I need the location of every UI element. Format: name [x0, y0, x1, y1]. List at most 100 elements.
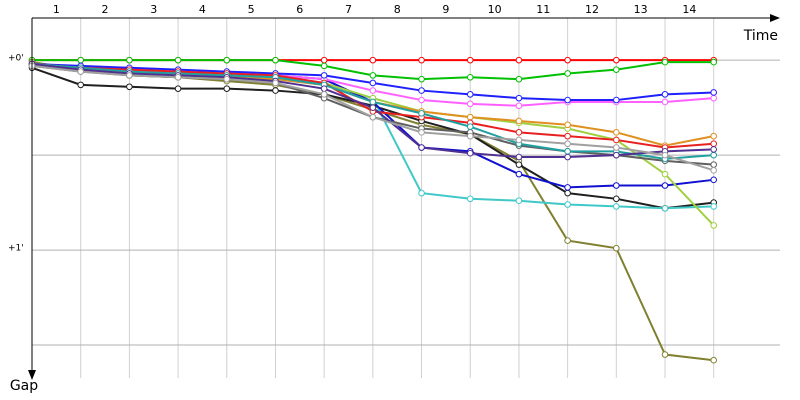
data-point [369, 87, 377, 94]
x-tick-label: 12 [585, 3, 599, 16]
x-tick-label: 3 [150, 3, 157, 16]
data-point [418, 144, 425, 151]
x-tick-label: 14 [682, 3, 696, 16]
data-point [710, 140, 717, 148]
data-point [369, 104, 377, 111]
data-point [466, 91, 474, 98]
data-point [613, 66, 620, 73]
data-point [369, 79, 377, 87]
data-point [613, 244, 620, 252]
data-point [369, 113, 377, 121]
data-point [564, 96, 571, 104]
data-point [369, 98, 377, 106]
data-point [126, 56, 133, 64]
y-axis-title: Gap [10, 378, 38, 394]
data-point [710, 94, 717, 102]
data-point [320, 56, 328, 64]
y-axis-arrow [28, 370, 36, 380]
data-point [661, 170, 669, 178]
data-point [661, 98, 669, 106]
data-point [564, 237, 571, 244]
data-point [564, 140, 571, 148]
data-point [710, 151, 717, 159]
data-point [710, 161, 717, 168]
data-point [223, 56, 231, 64]
data-point [369, 56, 377, 64]
data-point [710, 356, 717, 364]
data-point [710, 58, 717, 66]
data-point [661, 151, 669, 159]
data-point [320, 85, 328, 92]
data-point [515, 170, 523, 178]
data-point [466, 195, 474, 203]
data-point [418, 87, 425, 94]
data-point [466, 123, 474, 130]
data-point [710, 132, 717, 140]
data-point [613, 151, 620, 159]
x-tick-label: 7 [345, 3, 352, 16]
data-point [515, 136, 523, 144]
data-point [320, 72, 328, 79]
data-point [515, 153, 523, 161]
data-point [466, 113, 474, 121]
data-point [613, 182, 620, 189]
data-point [77, 81, 84, 89]
data-point [272, 87, 279, 94]
data-point [418, 129, 425, 136]
data-point [223, 85, 231, 92]
data-point [174, 73, 182, 81]
data-point [564, 153, 571, 161]
data-point [564, 56, 571, 64]
data-point [174, 85, 182, 92]
data-point [418, 75, 425, 83]
data-point [613, 129, 620, 136]
data-point [320, 91, 328, 98]
x-tick-label: 13 [634, 3, 648, 16]
data-point [661, 182, 669, 189]
data-point [126, 72, 133, 79]
data-point [369, 72, 377, 79]
data-point [223, 75, 231, 83]
data-point [466, 100, 474, 108]
data-point [710, 167, 717, 174]
data-point [126, 83, 133, 91]
data-point [515, 117, 523, 125]
x-tick-label: 6 [296, 3, 303, 16]
data-point [272, 79, 279, 87]
x-tick-label: 2 [102, 3, 109, 16]
data-point [515, 102, 523, 110]
data-point [515, 75, 523, 83]
data-point [564, 132, 571, 140]
data-point [174, 56, 182, 64]
data-point [710, 146, 717, 153]
x-axis-arrow [770, 14, 780, 22]
data-point [466, 56, 474, 64]
data-point [77, 56, 84, 64]
data-point [466, 149, 474, 157]
x-axis-title: Time [743, 28, 778, 44]
data-point [710, 222, 717, 229]
data-point [515, 56, 523, 64]
data-point [515, 197, 523, 205]
data-point [564, 70, 571, 77]
data-point [564, 184, 571, 191]
data-point [613, 203, 620, 210]
y-tick-label: +0' [8, 54, 24, 64]
data-point [661, 91, 669, 98]
x-tick-label: 9 [442, 3, 449, 16]
data-point [320, 62, 328, 70]
data-point [515, 94, 523, 102]
data-point [418, 96, 425, 104]
x-tick-label: 11 [536, 3, 550, 16]
x-tick-label: 4 [199, 3, 206, 16]
x-tick-label: 1 [53, 3, 60, 16]
data-point [613, 195, 620, 203]
data-point [613, 56, 620, 64]
data-point [661, 204, 669, 212]
x-tick-label: 5 [248, 3, 255, 16]
data-point [564, 121, 571, 129]
data-point [613, 96, 620, 104]
data-point [418, 110, 425, 117]
x-tick-label: 8 [394, 3, 401, 16]
